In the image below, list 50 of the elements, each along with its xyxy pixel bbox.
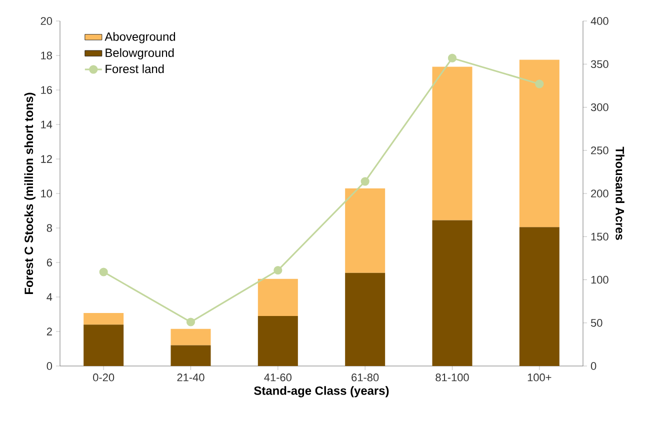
y2-tick-label: 400 (590, 17, 608, 25)
x-tick-label: 81-100 (436, 374, 469, 382)
y-tick-label: 8 (46, 224, 52, 232)
y-tick-label: 12 (41, 155, 52, 163)
y-tick-label: 18 (41, 52, 52, 60)
y2-tick-label: 200 (591, 190, 608, 198)
x-tick-label: 0-20 (93, 374, 114, 382)
point (448, 54, 457, 62)
bar (345, 272, 386, 366)
bar (170, 328, 211, 346)
y2-tick-label: 250 (591, 146, 608, 154)
x-tick-label: 41-60 (264, 374, 292, 382)
bar (258, 316, 298, 366)
y-tick-label: 0 (46, 362, 52, 370)
bar (258, 278, 298, 316)
y-tick-label: 16 (41, 86, 52, 94)
y2-tick-label: 100 (591, 276, 608, 284)
y-tick-label: 20 (40, 17, 52, 25)
bar (519, 227, 560, 366)
x-tick-label: 61-80 (352, 374, 379, 382)
point (535, 80, 544, 88)
y-tick-label: 6 (46, 258, 52, 266)
y-axis-title: Forest C Stocks (million short tons) (24, 92, 36, 294)
y2-axis-title: Thousand Acres (616, 146, 624, 240)
bar (519, 60, 560, 228)
bar (170, 345, 211, 366)
y2-tick-label: 150 (591, 232, 608, 241)
x-axis-title: Stand-age Class (years) (254, 386, 389, 398)
point (186, 318, 196, 326)
y2-tick-label: 300 (590, 103, 608, 112)
legend-label: Belowground (106, 48, 174, 60)
y2-tick-label: 350 (590, 60, 608, 68)
y2-tick-label: 0 (590, 362, 596, 370)
legend-label: Forest land (106, 64, 164, 74)
point (274, 266, 282, 275)
y-tick-label: 4 (46, 293, 52, 301)
y-tick-label: 2 (46, 328, 52, 336)
y-tick-label: 10 (41, 190, 52, 198)
bar (432, 220, 472, 366)
point (360, 177, 370, 186)
x-tick-label: 21-40 (177, 374, 204, 382)
bar (432, 66, 472, 220)
bar (84, 313, 124, 325)
point (99, 268, 108, 276)
bar (345, 188, 386, 273)
legend-label: Aboveground (104, 32, 176, 44)
x-tick-label: 100+ (528, 374, 552, 382)
y-tick-label: 14 (41, 120, 52, 128)
bar (84, 324, 124, 366)
y2-tick-label: 50 (590, 319, 602, 327)
